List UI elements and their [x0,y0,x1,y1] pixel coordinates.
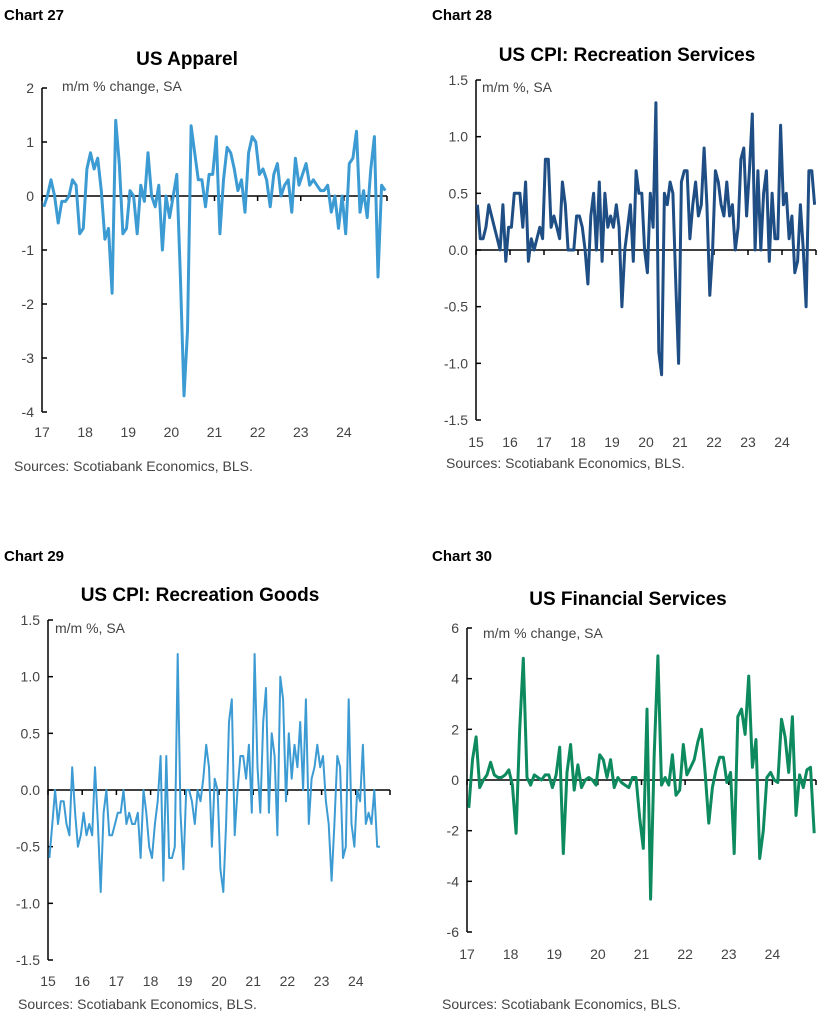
chart-number: Chart 28 [432,7,492,24]
x-tick-label: 24 [348,973,364,989]
x-tick-label: 17 [536,434,552,450]
y-tick-label: 1 [26,134,34,150]
x-tick-label: 21 [207,424,223,440]
chart-title: US Apparel [136,49,238,70]
x-tick-label: 16 [74,973,90,989]
y-tick-label: -3 [22,350,35,366]
chart-title: US CPI: Recreation Goods [81,585,320,606]
y-tick-label: 1.0 [21,669,41,685]
x-tick-label: 23 [314,973,330,989]
x-tick-label: 20 [590,946,606,962]
y-tick-label: 1.0 [449,129,469,145]
x-tick-label: 24 [336,424,352,440]
series-line [48,653,380,893]
x-tick-label: 15 [468,434,484,450]
chart-1: Chart 27 US Apparel m/m % change, SA Source… [4,7,388,474]
y-tick-label: 6 [451,620,459,636]
chart-title: US Financial Services [529,589,727,610]
unit-label: m/m %, SA [55,620,126,636]
x-tick-label: 19 [120,424,136,440]
y-tick-label: -2 [447,823,460,839]
y-tick-label: -1.5 [444,412,468,428]
x-tick-label: 19 [546,946,562,962]
x-tick-label: 17 [459,946,475,962]
x-tick-label: 19 [604,434,620,450]
x-tick-label: 22 [706,434,722,450]
x-tick-label: 24 [765,946,781,962]
chart-2: Chart 28 US CPI: Recreation Services m/m %… [432,7,817,471]
x-tick-label: 23 [293,424,309,440]
series-line [42,118,387,398]
x-tick-label: 20 [164,424,180,440]
y-tick-label: 1.5 [21,612,41,628]
source-note: Sources: Scotiabank Economics, BLS. [442,996,681,1012]
x-tick-label: 22 [280,973,296,989]
chart-title: US CPI: Recreation Services [499,45,756,66]
series-line [467,654,816,901]
x-tick-label: 16 [502,434,518,450]
x-tick-label: 22 [250,424,266,440]
x-tick-label: 24 [774,434,790,450]
y-tick-label: 0.5 [21,725,41,741]
y-tick-label: -4 [447,873,460,889]
unit-label: m/m %, SA [482,79,553,95]
y-tick-label: 2 [26,80,34,96]
series-line [475,101,817,377]
chart-number: Chart 30 [432,548,492,565]
chart-number: Chart 27 [4,7,64,24]
chart-3: Chart 29 US CPI: Recreation Goods m/m %, S… [4,548,391,1012]
y-tick-label: 4 [451,671,459,687]
x-tick-label: 22 [677,946,693,962]
y-tick-label: 0.0 [21,782,41,798]
x-tick-label: 18 [143,973,159,989]
y-tick-label: -0.5 [16,839,40,855]
x-tick-label: 23 [721,946,737,962]
y-tick-label: -1.5 [16,952,40,968]
x-tick-label: 21 [672,434,688,450]
source-note: Sources: Scotiabank Economics, BLS. [446,455,685,471]
x-tick-label: 20 [638,434,654,450]
y-tick-label: -1.0 [444,355,468,371]
x-tick-label: 18 [503,946,519,962]
y-tick-label: -1.0 [16,895,40,911]
x-tick-label: 17 [34,424,50,440]
y-tick-label: -0.5 [444,299,468,315]
chart-number: Chart 29 [4,548,64,565]
y-tick-label: 0 [451,772,459,788]
y-tick-label: 0.5 [449,185,469,201]
x-tick-label: 18 [570,434,586,450]
x-tick-label: 21 [245,973,261,989]
y-tick-label: 0 [26,188,34,204]
x-tick-label: 19 [177,973,193,989]
y-tick-label: -2 [22,296,35,312]
x-tick-label: 21 [634,946,650,962]
x-tick-label: 20 [211,973,227,989]
y-tick-label: 0.0 [449,242,469,258]
chart-4: Chart 30 US Financial Services m/m % chang… [432,548,817,1012]
x-tick-label: 18 [77,424,93,440]
x-tick-label: 17 [109,973,125,989]
unit-label: m/m % change, SA [483,625,603,641]
y-tick-label: -1 [22,242,35,258]
x-tick-label: 15 [40,973,56,989]
x-tick-label: 23 [740,434,756,450]
source-note: Sources: Scotiabank Economics, BLS. [18,996,257,1012]
y-tick-label: 1.5 [449,72,469,88]
y-tick-label: 2 [451,721,459,737]
y-tick-label: -6 [447,924,460,940]
source-note: Sources: Scotiabank Economics, BLS. [14,458,253,474]
unit-label: m/m % change, SA [62,78,182,94]
y-tick-label: -4 [22,404,35,420]
